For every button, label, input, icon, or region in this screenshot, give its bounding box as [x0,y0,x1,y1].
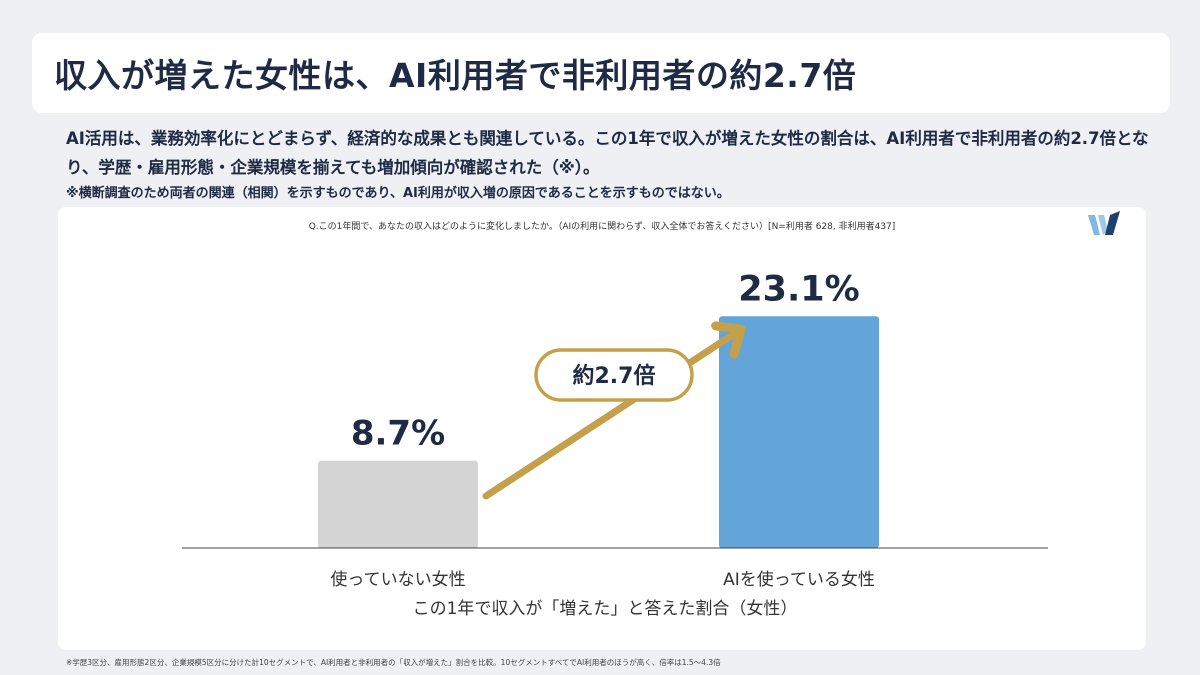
description-text: AI活用は、業務効率化にとどまらず、経済的な成果とも関連している。この1年で収入… [66,129,1149,177]
footnote: ※学歴3区分、雇用形態2区分、企業規模5区分に分けた計10セグメントで、AI利用… [66,658,721,667]
page-title: 収入が増えた女性は、AI利用者で非利用者の約2.7倍 [54,56,857,95]
chart-card: Q.この1年間で、あなたの収入はどのように変化しましたか。（AIの利用に関わらず… [58,207,1146,650]
x-axis-label: この1年で収入が「増えた」と答えた割合（女性） [413,599,798,619]
multiplier-badge: 約2.7倍 [534,348,694,402]
bar-non-users [318,460,478,548]
growth-arrow [482,330,740,500]
bar-chart: 8.7% 使っていない女性 23.1% AIを使っている女性 約2.7倍 この1年で収… [182,269,1048,619]
data-label-ai-users: 23.1% [738,269,859,309]
bar-ai-users [719,316,879,548]
multiplier-label: 約2.7倍 [573,363,656,389]
data-label-non-users: 8.7% [351,414,445,454]
title-box: 収入が増えた女性は、AI利用者で非利用者の約2.7倍 [32,33,1170,113]
category-label-non-users: 使っていない女性 [330,569,465,590]
disclaimer-note: ※横断調査のため両者の関連（相関）を示すものであり、AI利用が収入増の原因である… [66,186,730,201]
category-label-ai-users: AIを使っている女性 [723,569,875,590]
w-logo-icon [1088,211,1120,235]
survey-question: Q.この1年間で、あなたの収入はどのように変化しましたか。（AIの利用に関わらず… [308,222,896,232]
